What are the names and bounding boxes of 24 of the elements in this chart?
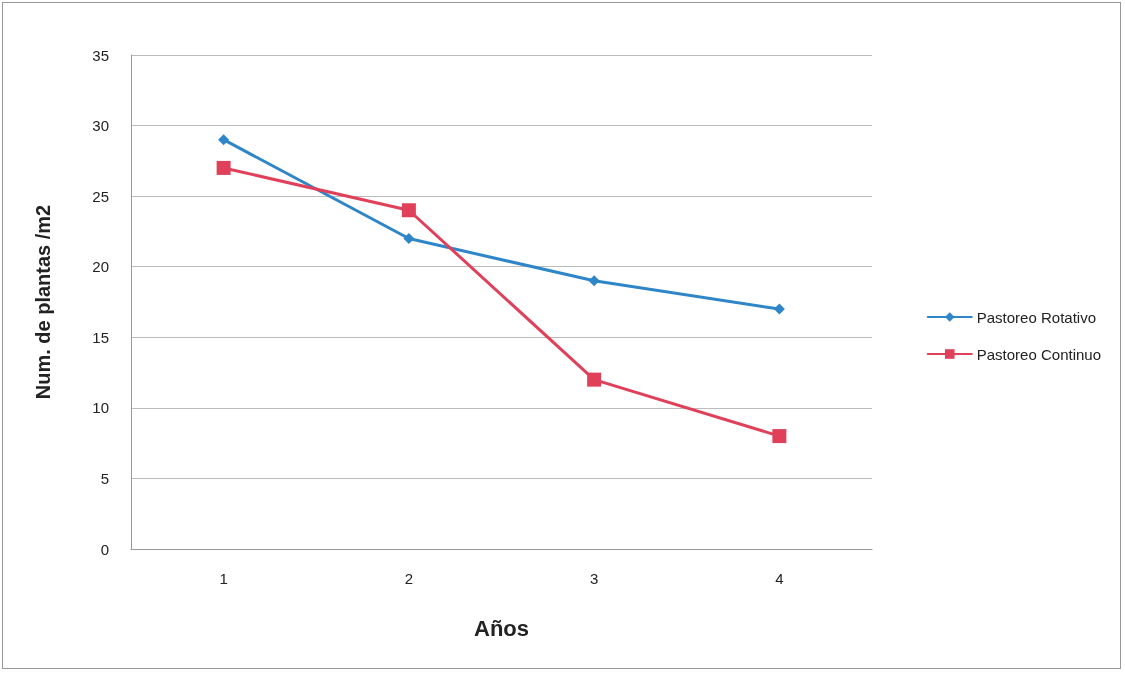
- point: [587, 372, 602, 387]
- y-tick-label: 30: [92, 117, 109, 135]
- point: [216, 160, 231, 175]
- x-tick-label: 1: [219, 570, 228, 587]
- point: [403, 232, 415, 244]
- y-tick-label: 35: [92, 46, 109, 64]
- y-tick-label: 5: [100, 469, 109, 487]
- y-tick-label: 10: [92, 399, 109, 417]
- point: [588, 275, 600, 287]
- legend-label: Pastoreo Continuo: [976, 345, 1101, 363]
- point: [773, 303, 785, 315]
- point: [218, 134, 230, 146]
- legend-label: Pastoreo Rotativo: [976, 308, 1096, 326]
- point: [772, 429, 787, 444]
- x-axis-title: Años: [474, 615, 529, 641]
- x-tick-label: 4: [775, 570, 784, 587]
- y-tick-label: 0: [100, 540, 109, 558]
- x-tick-label: 2: [404, 570, 414, 587]
- point: [401, 203, 416, 218]
- y-axis-title: Num. de plantas /m2: [32, 204, 54, 400]
- y-tick-label: 25: [92, 187, 109, 205]
- x-tick-label: 3: [589, 570, 599, 587]
- y-tick-label: 15: [92, 328, 109, 346]
- y-tick-label: 20: [92, 258, 109, 276]
